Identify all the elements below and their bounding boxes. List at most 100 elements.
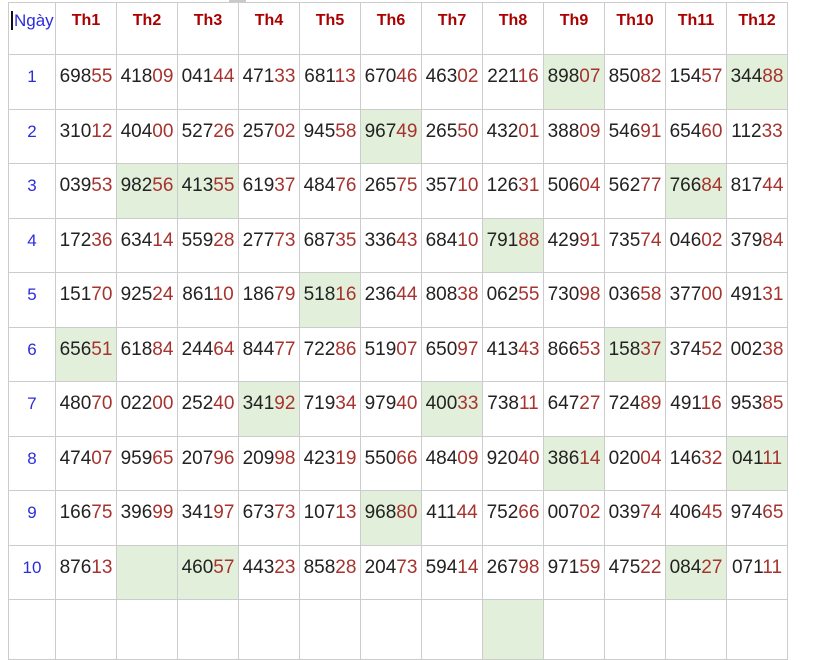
number-cell: 33643 — [360, 217, 422, 273]
number-last-digits: 76 — [335, 175, 357, 196]
month-column-header-th10: Th10 — [604, 2, 666, 55]
number-first-digits: 418 — [120, 66, 153, 87]
number-first-digits: 172 — [59, 229, 92, 251]
number-first-digits: 036 — [608, 284, 641, 305]
number-cell — [116, 544, 178, 600]
number-last-digits: 02 — [701, 229, 723, 251]
number-last-digits: 58 — [335, 120, 357, 142]
number-last-digits: 56 — [152, 175, 174, 196]
number-last-digits: 07 — [91, 447, 113, 469]
number-first-digits: 861 — [182, 284, 213, 305]
number-last-digits: 55 — [213, 175, 235, 196]
number-cell: 15457 — [665, 54, 727, 110]
day-cell: 6 — [8, 326, 56, 382]
number-first-digits: 126 — [486, 175, 519, 196]
number-cell: 52726 — [177, 108, 239, 164]
number-cell: 61884 — [116, 326, 178, 382]
number-cell: 51907 — [360, 326, 422, 382]
number-last-digits: 26 — [213, 120, 235, 142]
number-cell: 95385 — [726, 381, 788, 437]
number-last-digits: 16 — [517, 66, 539, 87]
number-cell: 80838 — [421, 272, 483, 328]
number-last-digits: 01 — [518, 120, 540, 142]
number-cell: 73811 — [482, 381, 544, 437]
number-cell: 56277 — [604, 163, 666, 219]
number-last-digits: 12 — [91, 120, 113, 142]
number-first-digits: 406 — [669, 502, 702, 523]
number-cell: 79188 — [482, 217, 544, 273]
number-first-digits: 475 — [608, 556, 641, 578]
number-last-digits: 70 — [91, 284, 113, 305]
number-last-digits: 35 — [335, 229, 357, 251]
number-cell: 85082 — [604, 54, 666, 110]
number-first-digits: 244 — [181, 338, 214, 360]
number-first-digits: 698 — [59, 66, 92, 87]
number-first-digits: 377 — [669, 284, 702, 305]
number-last-digits: 14 — [152, 229, 174, 251]
number-first-digits: 484 — [303, 175, 336, 196]
number-cell: 18679 — [238, 272, 300, 328]
number-cell: 25240 — [177, 381, 239, 437]
number-last-digits: 82 — [640, 66, 662, 87]
number-last-digits: 60 — [701, 120, 723, 142]
number-last-digits: 02 — [457, 66, 479, 87]
number-cell: 26575 — [360, 163, 422, 219]
number-last-digits: 09 — [579, 120, 601, 142]
number-first-digits: 719 — [303, 393, 336, 414]
number-cell: 46302 — [421, 54, 483, 110]
number-cell — [299, 599, 361, 660]
number-last-digits: 23 — [274, 556, 296, 578]
number-cell: 64727 — [543, 381, 605, 437]
number-first-digits: 491 — [730, 284, 763, 305]
number-cell: 02004 — [604, 435, 666, 491]
number-first-digits: 413 — [181, 175, 214, 196]
number-first-digits: 618 — [120, 338, 153, 360]
number-last-digits: 37 — [640, 338, 662, 360]
number-cell: 04111 — [726, 435, 788, 491]
number-first-digits: 684 — [425, 229, 458, 251]
table-row: 7 48070 02200 25240 34192 71934 97940 40033 7381… — [8, 381, 788, 437]
number-first-digits: 766 — [669, 175, 702, 196]
number-last-digits: 75 — [396, 175, 418, 196]
day-cell: 7 — [8, 381, 56, 437]
number-first-digits: 974 — [730, 502, 763, 523]
number-last-digits: 84 — [762, 229, 784, 251]
number-first-digits: 154 — [669, 66, 702, 87]
number-cell: 96749 — [360, 108, 422, 164]
number-first-digits: 374 — [669, 338, 702, 360]
number-first-digits: 041 — [181, 66, 214, 87]
number-cell: 51816 — [299, 272, 361, 328]
number-last-digits: 27 — [701, 556, 723, 578]
number-last-digits: 73 — [274, 229, 296, 251]
number-last-digits: 44 — [456, 502, 478, 523]
number-first-digits: 681 — [304, 66, 335, 87]
number-first-digits: 953 — [730, 393, 763, 414]
number-first-digits: 432 — [486, 120, 519, 142]
number-last-digits: 50 — [457, 120, 479, 142]
number-last-digits: 38 — [762, 338, 784, 360]
number-first-digits: 379 — [730, 229, 763, 251]
number-cell: 59414 — [421, 544, 483, 600]
number-first-digits: 920 — [486, 447, 519, 469]
number-first-digits: 876 — [59, 556, 92, 578]
month-column-header-th5: Th5 — [299, 2, 361, 55]
number-cell: 84477 — [238, 326, 300, 382]
number-last-digits: 91 — [579, 229, 601, 251]
number-first-digits: 925 — [120, 284, 153, 305]
number-last-digits: 80 — [396, 502, 418, 523]
number-last-digits: 14 — [579, 447, 601, 469]
number-last-digits: 79 — [274, 284, 296, 305]
number-last-digits: 55 — [91, 66, 113, 87]
number-first-digits: 650 — [425, 338, 458, 360]
number-cell: 42319 — [299, 435, 361, 491]
number-cell: 03974 — [604, 490, 666, 546]
number-last-digits: 77 — [640, 175, 662, 196]
number-last-digits: 75 — [91, 502, 113, 523]
number-last-digits: 31 — [518, 175, 540, 196]
number-cell: 22116 — [482, 54, 544, 110]
number-first-digits: 654 — [669, 120, 702, 142]
number-cell: 37700 — [665, 272, 727, 328]
number-cell: 37452 — [665, 326, 727, 382]
day-cell: 3 — [8, 163, 56, 219]
day-cell: 5 — [8, 272, 56, 328]
